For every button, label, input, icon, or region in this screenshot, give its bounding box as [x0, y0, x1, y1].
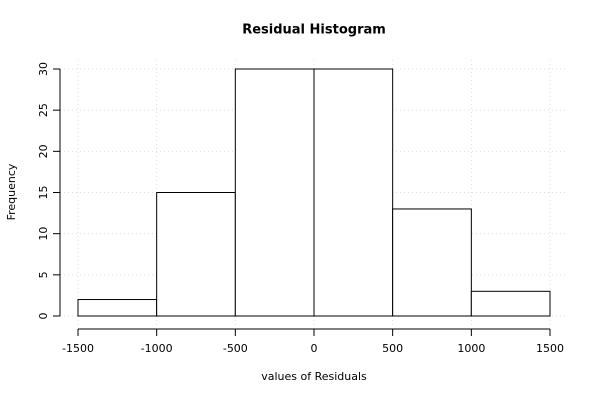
x-tick-label: 0: [311, 342, 318, 355]
y-tick-label: 15: [37, 186, 50, 200]
x-tick-label: -1000: [141, 342, 173, 355]
y-tick-label: 30: [37, 62, 50, 76]
bar: [313, 68, 394, 317]
bar: [234, 68, 315, 317]
y-axis-label: Frequency: [5, 163, 18, 220]
bar: [470, 290, 551, 317]
y-tick-label: 0: [37, 313, 50, 320]
y-tick-label: 20: [37, 144, 50, 158]
x-tick-label: -1500: [62, 342, 94, 355]
bar: [156, 192, 236, 317]
y-tick-label: 25: [37, 103, 50, 117]
bar: [392, 208, 472, 317]
y-tick-label: 10: [37, 227, 50, 241]
bar: [77, 299, 158, 317]
x-tick-label: 500: [382, 342, 403, 355]
chart-title: Residual Histogram: [242, 23, 386, 38]
x-tick-label: -500: [223, 342, 248, 355]
x-tick-label: 1500: [536, 342, 564, 355]
x-tick-label: 1000: [457, 342, 485, 355]
y-tick-label: 5: [37, 271, 50, 278]
x-axis-label: values of Residuals: [261, 370, 367, 383]
